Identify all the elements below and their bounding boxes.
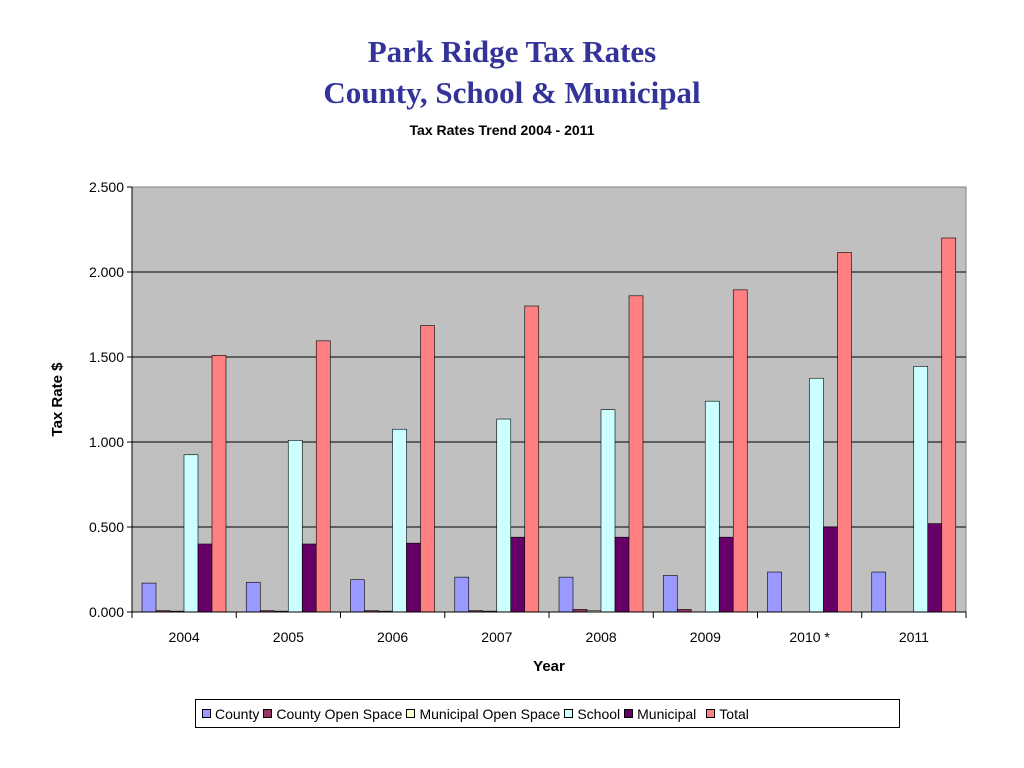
bar-municipal-2008	[614, 536, 630, 613]
bar-total-2008	[628, 295, 644, 613]
y-tick-labels: 0.000 0.500 1.000 1.500 2.000 2.500	[89, 179, 124, 620]
x-tick-label: 2007	[481, 629, 512, 645]
bar-county-2004	[141, 582, 157, 613]
bar-municipal-2004	[197, 543, 213, 613]
bar-county-2006	[350, 579, 365, 613]
legend-item: School	[564, 706, 620, 722]
slide-title-line2: County, School & Municipal	[323, 75, 701, 110]
x-tick-label: 2008	[586, 629, 617, 645]
x-tick-label: 2009	[690, 629, 721, 645]
bar-school-2006	[392, 428, 407, 613]
bar-total-2005	[315, 340, 331, 613]
bar-county-2005	[245, 581, 261, 613]
legend-swatch	[564, 709, 574, 718]
legend-label: County Open Space	[276, 705, 403, 722]
y-tick-label: 0.500	[89, 519, 124, 535]
legend-item: County Open Space	[263, 706, 402, 722]
x-tick-label: 2011	[899, 629, 929, 645]
bar-school-2007	[496, 418, 512, 613]
bar-total-2004	[211, 354, 227, 613]
bar-municipal-2011	[927, 523, 943, 613]
legend-item: Total	[706, 706, 749, 722]
x-axis-label: Year	[533, 658, 565, 675]
bar-total-2011	[941, 237, 957, 613]
bar-school-2010	[809, 377, 824, 613]
y-axis-label: Tax Rate $	[49, 362, 66, 437]
bar-municipal-2005	[301, 543, 317, 613]
legend-swatch	[624, 709, 634, 718]
y-tick-label: 2.000	[89, 264, 124, 280]
bar-county-2009	[662, 575, 678, 613]
bar-total-2007	[524, 305, 540, 613]
x-tick-label: 2004	[169, 629, 200, 645]
y-tick-label: 2.500	[89, 179, 124, 195]
legend-swatch	[706, 709, 716, 718]
chart-title: Tax Rates Trend 2004 - 2011	[409, 122, 595, 138]
bar-municipal-2010	[823, 526, 838, 613]
x-tick-labels: 2004 2005 2006 2007 2008 2009 2010 * 2011	[169, 629, 930, 645]
y-tick-label: 0.000	[89, 604, 124, 620]
bar-total-2006	[420, 325, 435, 613]
bar-municipal-2009	[718, 536, 734, 613]
legend-swatch	[202, 709, 211, 718]
bar-school-2009	[704, 400, 720, 613]
y-tick-label: 1.000	[89, 434, 124, 450]
legend-label: Municipal	[637, 705, 697, 722]
axes	[131, 187, 967, 618]
legend-label: School	[577, 705, 621, 722]
legend-item: Municipal	[624, 706, 696, 722]
x-tick-label: 2006	[377, 629, 408, 645]
bar-total-2009	[732, 289, 748, 613]
legend-swatch	[406, 709, 416, 718]
bar-total-2010	[837, 252, 852, 613]
bar-county-2008	[558, 576, 574, 613]
bar-municipal-2006	[406, 542, 421, 613]
legend-swatch	[263, 709, 273, 718]
bar-school-2005	[287, 439, 303, 613]
bar-school-2008	[600, 409, 616, 613]
legend-item: County	[202, 706, 259, 722]
legend: County County Open Space Municipal Open Sp…	[195, 699, 900, 728]
x-tick-label: 2010 *	[789, 629, 830, 645]
bar-county-2007	[454, 576, 470, 613]
bar-school-2004	[183, 454, 199, 613]
bar-school-2011	[913, 366, 929, 613]
bar-municipal-2007	[510, 536, 526, 613]
bar-county-2011	[871, 571, 887, 613]
legend-item: Municipal Open Space	[406, 706, 560, 722]
bars	[141, 237, 957, 613]
y-tick-label: 1.500	[89, 349, 124, 365]
legend-label: Municipal Open Space	[419, 705, 561, 722]
bar-county-2010	[767, 571, 782, 613]
x-tick-label: 2005	[273, 629, 304, 645]
legend-label: County	[215, 705, 260, 722]
legend-label: Total	[719, 705, 749, 722]
slide-title-line1: Park Ridge Tax Rates	[367, 34, 657, 69]
